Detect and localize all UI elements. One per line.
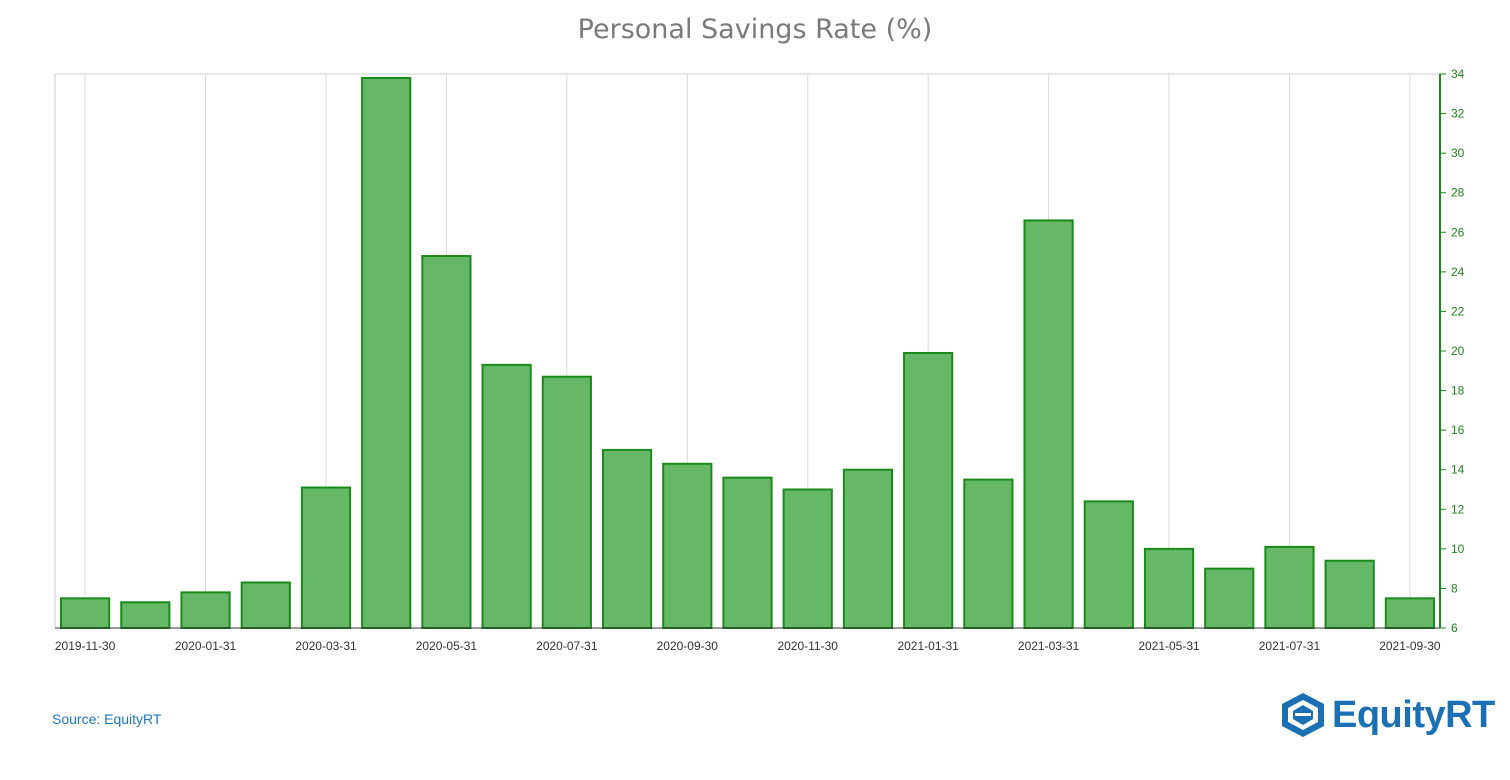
bar bbox=[120, 601, 171, 629]
bar bbox=[180, 591, 231, 630]
equityrt-logo-icon bbox=[1282, 693, 1324, 737]
bar bbox=[782, 488, 833, 629]
bar bbox=[1083, 500, 1134, 629]
bar bbox=[1204, 567, 1255, 630]
bar bbox=[300, 486, 352, 629]
bar bbox=[963, 478, 1014, 629]
bar bbox=[421, 255, 472, 629]
y-tick-label: 30 bbox=[1451, 146, 1465, 160]
x-tick-label: 2021-09-30 bbox=[1379, 639, 1441, 653]
y-tick-label: 22 bbox=[1451, 304, 1465, 318]
y-tick-label: 10 bbox=[1451, 542, 1465, 556]
y-tick-label: 32 bbox=[1451, 107, 1465, 121]
x-tick-label: 2021-03-31 bbox=[1018, 639, 1080, 653]
bar bbox=[1384, 597, 1435, 629]
bar bbox=[541, 375, 592, 629]
y-tick-label: 14 bbox=[1451, 463, 1465, 477]
y-tick-label: 26 bbox=[1451, 225, 1465, 239]
x-tick-label: 2020-03-31 bbox=[295, 639, 357, 653]
bar-layer bbox=[60, 76, 1435, 630]
bar bbox=[601, 448, 653, 629]
bar bbox=[481, 363, 532, 629]
y-tick-label: 24 bbox=[1451, 265, 1465, 279]
chart-title: Personal Savings Rate (%) bbox=[577, 14, 933, 45]
equityrt-logo[interactable]: EquityRT bbox=[1280, 692, 1495, 738]
bar bbox=[662, 462, 713, 629]
y-tick-label: 28 bbox=[1451, 186, 1465, 200]
bar bbox=[722, 476, 773, 629]
y-tick-label: 8 bbox=[1451, 581, 1458, 595]
y-tick-label: 34 bbox=[1451, 67, 1465, 81]
x-tick-label: 2021-01-31 bbox=[897, 639, 959, 653]
bar bbox=[1143, 547, 1195, 629]
logo-text: EquityRT bbox=[1332, 693, 1495, 736]
bar bbox=[1264, 545, 1315, 630]
y-tick-label: 20 bbox=[1451, 344, 1465, 358]
bar bbox=[1324, 559, 1375, 630]
x-tick-label: 2019-11-30 bbox=[55, 639, 116, 653]
x-tick-label: 2020-05-31 bbox=[416, 639, 478, 653]
x-tick-label: 2020-11-30 bbox=[777, 639, 838, 653]
bar bbox=[60, 597, 111, 629]
bar bbox=[903, 351, 954, 629]
bar bbox=[1023, 219, 1074, 630]
x-tick-label: 2020-01-31 bbox=[175, 639, 237, 653]
x-tick-label: 2020-07-31 bbox=[536, 639, 598, 653]
y-tick-label: 6 bbox=[1451, 621, 1458, 635]
y-tick-label: 18 bbox=[1451, 384, 1465, 398]
axis-layer: 2019-11-30 2020-01-31 2020-03-31 2020-05-31… bbox=[55, 67, 1465, 653]
bar bbox=[361, 76, 412, 629]
y-tick-label: 16 bbox=[1451, 423, 1465, 437]
bar bbox=[842, 468, 894, 630]
source-note: Source: EquityRT bbox=[52, 711, 162, 727]
y-tick-label: 12 bbox=[1451, 502, 1465, 516]
x-tick-label: 2020-09-30 bbox=[657, 639, 719, 653]
x-tick-label: 2021-07-31 bbox=[1259, 639, 1321, 653]
bar bbox=[240, 581, 291, 629]
x-tick-label: 2021-05-31 bbox=[1138, 639, 1200, 653]
